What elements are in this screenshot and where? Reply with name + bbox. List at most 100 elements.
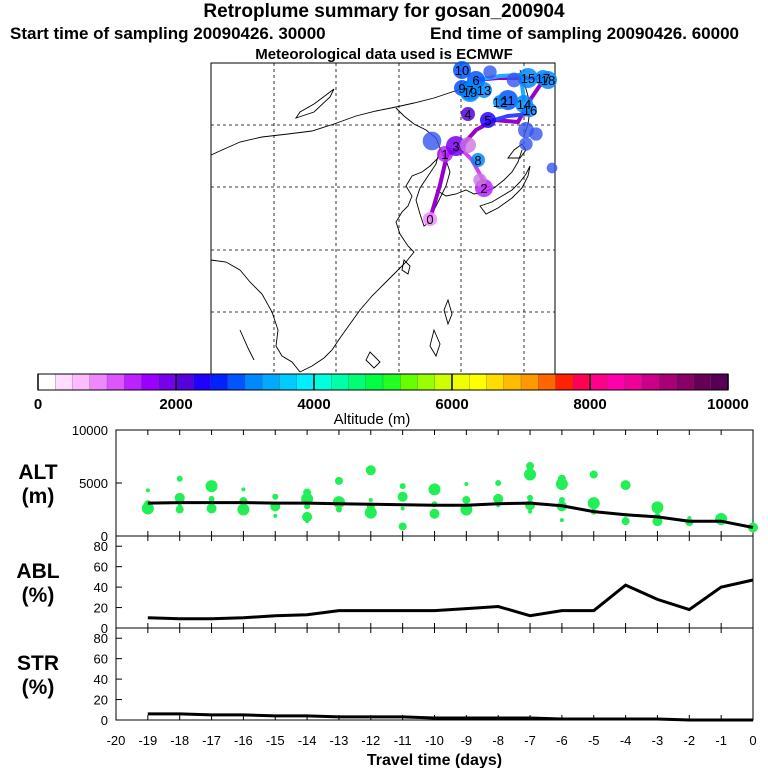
colorbar-swatch	[486, 373, 505, 391]
colorbar-swatch	[572, 373, 591, 391]
altitude-point	[364, 506, 377, 519]
x-tick-label: -14	[298, 733, 317, 748]
colorbar-swatch	[624, 373, 643, 391]
plume-marker-label: 19	[463, 85, 477, 100]
altitude-point	[365, 465, 376, 476]
plume-marker	[506, 72, 522, 88]
y-tick-label: 0	[101, 529, 108, 544]
y-tick-label: 80	[94, 631, 108, 646]
altitude-point	[305, 519, 310, 524]
colorbar-swatch	[538, 373, 557, 391]
series-line	[147, 712, 753, 722]
y-tick-label: 20	[94, 601, 108, 616]
altitude-point	[205, 480, 218, 493]
y-tick-label: 40	[94, 580, 108, 595]
colorbar-swatch	[434, 373, 453, 391]
plume-marker	[471, 153, 485, 167]
plume-marker-label: 9	[458, 81, 465, 96]
map-frame	[210, 62, 556, 375]
plume-marker	[539, 71, 557, 89]
colorbar-swatch	[279, 373, 298, 391]
plume-marker-label: 7	[466, 83, 473, 98]
altitude-point	[304, 503, 311, 510]
altitude-colorbar: 0 2000 4000 6000 8000 10000 Altitude (m)	[34, 373, 749, 428]
altitude-point	[334, 476, 343, 485]
colorbar-axis-label: Altitude (m)	[334, 411, 411, 428]
altitude-point	[272, 493, 279, 500]
colorbar-swatch	[210, 373, 229, 391]
altitude-point	[555, 478, 568, 491]
plume-marker-label: 1	[441, 147, 448, 162]
altitude-point	[748, 522, 758, 533]
figure-title: Retroplume summary for gosan_200904	[203, 1, 565, 22]
x-tick-label: -9	[461, 733, 473, 748]
plume-marker	[422, 131, 442, 151]
colorbar-swatch	[124, 373, 143, 391]
altitude-point	[589, 470, 598, 479]
plume-marker	[523, 103, 537, 117]
altitude-point	[621, 517, 630, 526]
colorbar-swatch	[106, 373, 125, 391]
map-graticule	[211, 63, 555, 374]
plume-marker-label: 8	[474, 153, 481, 168]
end-time-label: End time of sampling 20090426. 60000	[430, 24, 739, 43]
plume-marker-label: 18	[541, 73, 555, 88]
plume-marker	[461, 107, 475, 121]
altitude-point	[332, 496, 345, 509]
x-tick-label: -7	[524, 733, 536, 748]
plume-marker	[423, 212, 437, 226]
x-tick-label: -16	[234, 733, 253, 748]
plume-marker-label: 10	[455, 63, 469, 78]
plume-markers	[422, 61, 558, 226]
altitude-point	[145, 488, 150, 493]
altitude-point	[464, 482, 469, 487]
x-tick-label: -12	[361, 733, 380, 748]
plume-marker	[446, 136, 466, 156]
altitude-point	[495, 480, 502, 486]
colorbar-swatch	[89, 373, 108, 391]
x-tick-label: -15	[266, 733, 285, 748]
y-tick-label: 10000	[72, 423, 108, 438]
plume-marker	[546, 162, 558, 174]
plume-marker	[480, 112, 496, 128]
colorbar-swatch	[227, 373, 246, 391]
time-series-panels: 1000050000ALT(m)806040200ABL(%)806040200…	[16, 423, 758, 768]
plume-marker	[483, 65, 497, 79]
colorbar-tick-label: 6000	[435, 396, 468, 413]
plume-marker	[476, 82, 492, 98]
colorbar-tick-label: 0	[34, 396, 42, 413]
altitude-point	[399, 483, 406, 490]
altitude-point	[462, 495, 471, 504]
x-tick-label: -1	[715, 733, 727, 748]
y-tick-label: 60	[94, 560, 108, 575]
altitude-point	[174, 492, 185, 503]
x-tick-label: -6	[556, 733, 568, 748]
plume-marker-label: 11	[501, 93, 515, 108]
altitude-point	[397, 491, 408, 502]
colorbar-swatch	[348, 373, 367, 391]
altitude-point	[400, 506, 405, 511]
plume-marker-label: 15	[521, 71, 535, 86]
colorbar-tick-label: 10000	[707, 396, 749, 413]
x-tick-label: -13	[330, 733, 349, 748]
altitude-point	[398, 522, 407, 531]
colorbar-swatch	[262, 373, 281, 391]
panel-ylabel: (%)	[22, 584, 55, 607]
plume-marker-label: 13	[477, 83, 491, 98]
colorbar-swatch	[37, 373, 56, 391]
colorbar-swatch	[520, 373, 539, 391]
x-tick-label: -17	[202, 733, 221, 748]
altitude-point	[335, 506, 342, 513]
met-data-label: Meteorological data used is ECMWF	[255, 46, 513, 63]
colorbar-swatch	[400, 373, 419, 391]
colorbar-swatch	[296, 373, 315, 391]
altitude-point	[206, 503, 217, 514]
colorbar-swatch	[451, 373, 470, 391]
colorbar-swatch	[589, 373, 608, 391]
x-tick-label: -18	[170, 733, 189, 748]
plume-marker	[460, 82, 480, 102]
